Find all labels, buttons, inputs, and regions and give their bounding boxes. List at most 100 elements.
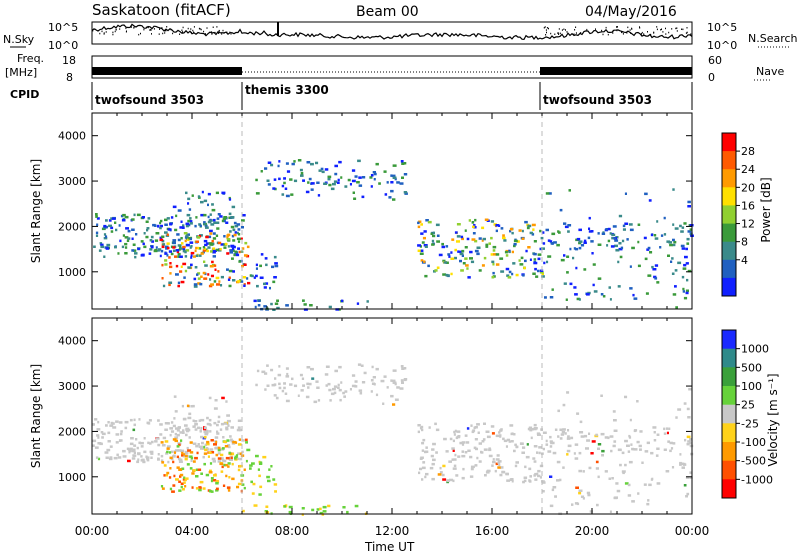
- heatmap-cell: [216, 221, 220, 224]
- heatmap-cell: [94, 446, 99, 449]
- heatmap-cell: [576, 502, 580, 506]
- heatmap-cell: [255, 192, 260, 195]
- heatmap-cell: [677, 408, 682, 411]
- heatmap-cell: [200, 445, 203, 448]
- heatmap-cell: [308, 177, 312, 181]
- heatmap-cell: [97, 436, 100, 439]
- heatmap-cell: [157, 453, 160, 456]
- heatmap-cell: [602, 295, 606, 298]
- heatmap-cell: [392, 176, 397, 179]
- heatmap-cell: [225, 456, 230, 460]
- heatmap-cell: [240, 237, 243, 240]
- heatmap-cell: [215, 191, 219, 195]
- heatmap-cell: [179, 475, 182, 478]
- nsky-dot: [561, 29, 563, 31]
- heatmap-cell: [205, 473, 210, 477]
- heatmap-cell: [685, 291, 689, 295]
- heatmap-cell: [499, 435, 502, 438]
- nsky-dot: [631, 27, 633, 30]
- heatmap-cell: [161, 235, 165, 238]
- cpid-label: CPID: [10, 88, 39, 101]
- heatmap-cell: [578, 240, 583, 243]
- heatmap-cell: [114, 245, 117, 249]
- heatmap-cell: [99, 242, 103, 245]
- heatmap-cell: [246, 245, 250, 249]
- heatmap-cell: [204, 448, 208, 452]
- heatmap-cell: [236, 237, 241, 241]
- heatmap-cell: [587, 236, 591, 240]
- nsky-dot: [543, 27, 545, 29]
- heatmap-cell: [249, 274, 253, 277]
- heatmap-cell: [595, 433, 598, 437]
- heatmap-cell: [417, 225, 421, 229]
- heatmap-cell: [286, 372, 289, 376]
- heatmap-cell: [476, 246, 481, 249]
- heatmap-cell: [227, 444, 231, 447]
- heatmap-cell: [237, 280, 241, 283]
- heatmap-cell: [552, 451, 557, 455]
- heatmap-cell: [195, 444, 199, 448]
- heatmap-cell: [209, 213, 212, 216]
- heatmap-cell: [127, 459, 131, 463]
- heatmap-cell: [190, 263, 193, 267]
- heatmap-cell: [293, 160, 296, 163]
- heatmap-cell: [175, 273, 179, 276]
- heatmap-cell: [601, 454, 604, 457]
- heatmap-cell: [149, 248, 153, 251]
- heatmap-cell: [163, 464, 167, 467]
- heatmap-cell: [532, 272, 536, 275]
- heatmap-cell: [177, 255, 180, 258]
- heatmap-cell: [264, 372, 268, 375]
- heatmap-cell: [211, 260, 214, 264]
- heatmap-cell: [122, 234, 125, 237]
- nsky-dot: [668, 31, 670, 34]
- heatmap-cell: [166, 233, 169, 236]
- heatmap-cell: [119, 432, 123, 436]
- heatmap-cell: [522, 274, 525, 277]
- heatmap-cell: [212, 247, 216, 250]
- heatmap-cell: [145, 457, 149, 460]
- heatmap-cell: [456, 223, 461, 226]
- heatmap-cell: [454, 248, 457, 252]
- heatmap-cell: [185, 222, 190, 226]
- heatmap-cell: [421, 441, 425, 445]
- nsky-dot: [99, 32, 101, 35]
- heatmap-cell: [241, 483, 245, 486]
- heatmap-cell: [231, 234, 235, 238]
- heatmap-cell: [228, 284, 232, 288]
- heatmap-cell: [234, 455, 238, 459]
- heatmap-cell: [235, 253, 240, 257]
- nsky-dot: [682, 28, 684, 31]
- heatmap-cell: [422, 461, 426, 464]
- heatmap-cell: [629, 265, 632, 268]
- heatmap-cell: [169, 223, 173, 226]
- heatmap-cell: [344, 185, 348, 188]
- heatmap-cell: [643, 236, 647, 240]
- heatmap-cell: [203, 462, 206, 466]
- heatmap-cell: [612, 410, 616, 413]
- heatmap-cell: [532, 427, 537, 431]
- heatmap-cell: [461, 237, 464, 241]
- heatmap-cell: [133, 423, 136, 427]
- heatmap-cell: [432, 234, 436, 238]
- heatmap-cell: [643, 483, 647, 486]
- nsky-dot: [138, 33, 140, 36]
- heatmap-cell: [464, 434, 468, 437]
- heatmap-cell: [226, 419, 231, 423]
- heatmap-cell: [290, 193, 294, 196]
- heatmap-cell: [572, 256, 575, 260]
- heatmap-cell: [143, 437, 146, 440]
- x-tick-label: 12:00: [375, 524, 410, 538]
- heatmap-cell: [533, 423, 537, 427]
- heatmap-cell: [425, 446, 428, 449]
- heatmap-cell: [186, 429, 190, 432]
- heatmap-cell: [183, 453, 186, 456]
- heatmap-cell: [685, 247, 688, 251]
- heatmap-cell: [202, 487, 206, 490]
- heatmap-cell: [239, 452, 243, 455]
- heatmap-cell: [268, 468, 271, 471]
- heatmap-cell: [649, 251, 653, 254]
- x-tick-label: 08:00: [275, 524, 310, 538]
- heatmap-cell: [210, 490, 214, 493]
- heatmap-cell: [492, 245, 497, 249]
